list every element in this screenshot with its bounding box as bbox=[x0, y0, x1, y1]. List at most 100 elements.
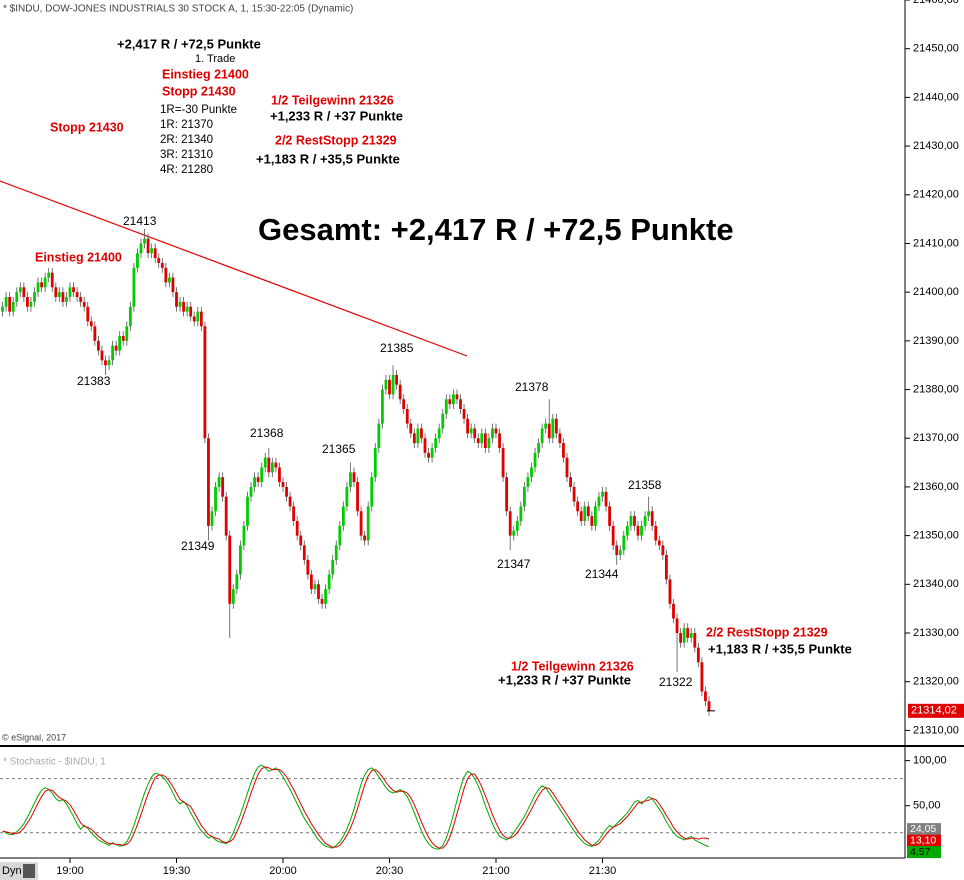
x-tick-label: 20:30 bbox=[376, 865, 404, 877]
annotation: 2/2 RestStopp 21329 bbox=[275, 133, 397, 147]
candle-body bbox=[476, 438, 480, 444]
candle-body bbox=[153, 248, 157, 259]
candle-body bbox=[537, 443, 540, 453]
candle-body bbox=[164, 267, 168, 283]
candle-body bbox=[82, 301, 86, 307]
candle-body bbox=[217, 477, 221, 487]
annotation: 21358 bbox=[628, 478, 662, 492]
candle-body bbox=[104, 360, 107, 366]
annotation: 21385 bbox=[380, 341, 414, 355]
candle-body bbox=[608, 506, 611, 526]
candle-body bbox=[554, 418, 558, 434]
candle-body bbox=[29, 301, 33, 307]
y-tick-label: 21420,00 bbox=[913, 189, 959, 201]
candle-body bbox=[15, 292, 19, 302]
annotation: 21344 bbox=[585, 567, 619, 581]
y-tick-label: 21430,00 bbox=[913, 140, 959, 152]
y-tick-label: 21370,00 bbox=[913, 432, 959, 444]
candle-body bbox=[274, 462, 278, 468]
annotation: 21378 bbox=[515, 380, 549, 394]
candle-body bbox=[36, 282, 40, 293]
candle-body bbox=[629, 516, 633, 526]
y-tick-label: 21390,00 bbox=[913, 335, 959, 347]
candle-body bbox=[263, 457, 267, 468]
candle-body bbox=[373, 447, 377, 478]
candle-body bbox=[111, 345, 114, 361]
candle-body bbox=[611, 525, 615, 546]
candle-body bbox=[480, 433, 484, 444]
candle-body bbox=[327, 574, 331, 590]
annotation: Gesamt: +2,417 R / +72,5 Punkte bbox=[258, 212, 734, 247]
y-tick-label: 21340,00 bbox=[913, 578, 959, 590]
candle-body bbox=[168, 277, 171, 283]
annotation: Einstieg 21400 bbox=[162, 67, 249, 81]
candle-body bbox=[136, 253, 139, 268]
annotation: 21368 bbox=[250, 426, 284, 440]
candle-body bbox=[285, 486, 288, 497]
y-tick-label: 21410,00 bbox=[913, 237, 959, 249]
candle-body bbox=[459, 399, 462, 410]
candle-body bbox=[334, 545, 338, 560]
candle-body bbox=[686, 628, 690, 638]
candle-body bbox=[125, 326, 129, 341]
candle-body bbox=[594, 506, 597, 526]
candle-body bbox=[508, 511, 512, 536]
candle-body bbox=[544, 423, 548, 429]
candle-body bbox=[139, 243, 143, 254]
candle-body bbox=[707, 701, 711, 711]
candle-body bbox=[643, 516, 647, 526]
candle-body bbox=[405, 409, 409, 424]
annotation: Stopp 21430 bbox=[162, 84, 236, 98]
candle-body bbox=[221, 477, 225, 497]
candle-body bbox=[597, 496, 601, 507]
candle-body bbox=[341, 506, 345, 526]
candle-body bbox=[437, 428, 441, 439]
candle-body bbox=[551, 418, 555, 439]
annotation: 21413 bbox=[123, 214, 157, 228]
candle-body bbox=[100, 350, 104, 361]
copyright: © eSignal, 2017 bbox=[2, 732, 66, 742]
candle-body bbox=[434, 438, 438, 448]
x-tick-label: 19:30 bbox=[163, 865, 191, 877]
candle-body bbox=[366, 506, 370, 541]
candle-body bbox=[224, 496, 228, 536]
candle-body bbox=[469, 428, 473, 434]
last-price-label: 21314,02 bbox=[911, 705, 957, 717]
candle-body bbox=[696, 647, 700, 663]
candle-body bbox=[79, 297, 83, 302]
annotation: 2R: 21340 bbox=[160, 134, 213, 146]
candle-body bbox=[444, 399, 448, 414]
value-box-label: 24,05 bbox=[910, 823, 936, 835]
candle-body bbox=[583, 506, 587, 522]
candle-body bbox=[381, 389, 384, 424]
candle-body bbox=[625, 525, 629, 536]
y-tick-label: 21360,00 bbox=[913, 481, 959, 493]
candle-body bbox=[228, 535, 232, 604]
y-tick-label: 21330,00 bbox=[913, 627, 959, 639]
candle-body bbox=[143, 238, 146, 244]
x-tick-label: 20:00 bbox=[269, 865, 297, 877]
y-tick-label: 21350,00 bbox=[913, 530, 959, 542]
candle-body bbox=[72, 287, 75, 293]
candle-body bbox=[462, 409, 466, 419]
candle-body bbox=[43, 277, 47, 288]
annotation: 1. Trade bbox=[195, 53, 235, 65]
stochastic-line bbox=[2, 766, 710, 849]
candle-body bbox=[235, 574, 239, 590]
x-tick-label: 19:00 bbox=[56, 865, 84, 877]
candle-body bbox=[565, 457, 569, 478]
annotation: +1,233 R / +37 Punkte bbox=[498, 672, 631, 687]
annotation: 1R: 21370 bbox=[160, 119, 213, 131]
panel-title: * Stochastic - $INDU, 1 bbox=[3, 757, 106, 768]
dyn-label: Dyn bbox=[2, 865, 22, 877]
annotation: 21347 bbox=[497, 557, 531, 571]
candle-body bbox=[498, 433, 501, 448]
y-tick-label: 21400,00 bbox=[913, 286, 959, 298]
candle-body bbox=[601, 491, 604, 497]
annotation: 21322 bbox=[659, 675, 693, 689]
candle-body bbox=[242, 525, 246, 546]
candle-body bbox=[455, 394, 459, 400]
candle-body bbox=[569, 477, 572, 487]
candle-body bbox=[178, 301, 182, 307]
annotation: +1,233 R / +37 Punkte bbox=[270, 108, 403, 123]
